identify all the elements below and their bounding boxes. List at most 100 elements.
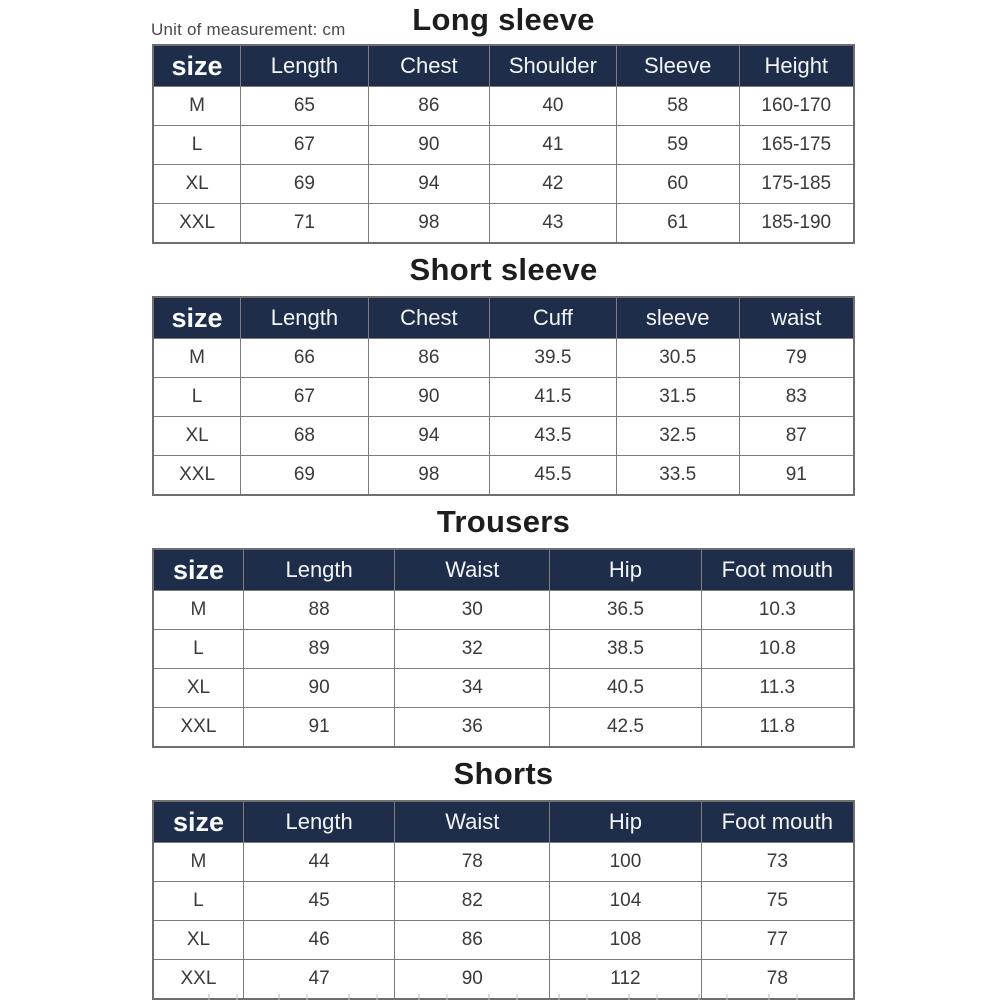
value-cell: 34 xyxy=(394,668,551,708)
value-cell: 82 xyxy=(394,881,551,921)
size-cell: XXL xyxy=(152,203,242,244)
value-cell: 46 xyxy=(242,920,396,960)
value-cell: 160-170 xyxy=(738,86,855,126)
header-row: size Length Chest Cuff sleeve waist xyxy=(152,296,855,339)
value-cell: 71 xyxy=(240,203,369,244)
column-header: size xyxy=(152,548,244,591)
value-cell: 185-190 xyxy=(738,203,855,244)
column-header: Length xyxy=(242,548,396,591)
size-cell: XXL xyxy=(152,959,244,1000)
value-cell: 100 xyxy=(549,842,702,882)
size-cell: XL xyxy=(152,668,244,708)
size-table-section: Long sleeve size Length Chest Shoulder Sleev… xyxy=(0,0,1000,244)
value-cell: 32 xyxy=(394,629,551,669)
value-cell: 108 xyxy=(549,920,702,960)
size-cell: XXL xyxy=(152,707,244,748)
value-cell: 90 xyxy=(367,125,490,165)
table-row: XL 90 34 40.5 11.3 xyxy=(152,668,855,708)
value-cell: 58 xyxy=(615,86,740,126)
size-cell: M xyxy=(152,590,244,630)
value-cell: 67 xyxy=(240,125,369,165)
table-row: L 67 90 41.5 31.5 83 xyxy=(152,377,855,417)
value-cell: 69 xyxy=(240,164,369,204)
value-cell: 69 xyxy=(240,455,369,496)
table-title-block: Short sleeve xyxy=(152,244,855,296)
value-cell: 32.5 xyxy=(615,416,740,456)
table-row: XL 68 94 43.5 32.5 87 xyxy=(152,416,855,456)
size-cell: M xyxy=(152,338,242,378)
column-header: size xyxy=(152,44,242,87)
value-cell: 43.5 xyxy=(488,416,617,456)
column-header: Chest xyxy=(367,296,490,339)
value-cell: 175-185 xyxy=(738,164,855,204)
table-title-block: Trousers xyxy=(152,496,855,548)
value-cell: 42 xyxy=(488,164,617,204)
value-cell: 36 xyxy=(394,707,551,748)
table-row: L 67 90 41 59 165-175 xyxy=(152,125,855,165)
value-cell: 44 xyxy=(242,842,396,882)
header-row: size Length Waist Hip Foot mouth xyxy=(152,800,855,843)
table-row: XL 46 86 108 77 xyxy=(152,920,855,960)
header-row: size Length Chest Shoulder Sleeve Height xyxy=(152,44,855,87)
column-header: Hip xyxy=(549,548,702,591)
value-cell: 90 xyxy=(242,668,396,708)
column-header: Waist xyxy=(394,548,551,591)
column-header: size xyxy=(152,296,242,339)
column-header: Chest xyxy=(367,44,490,87)
table-title: Trousers xyxy=(436,504,571,539)
value-cell: 42.5 xyxy=(549,707,702,748)
value-cell: 43 xyxy=(488,203,617,244)
table-row: M 66 86 39.5 30.5 79 xyxy=(152,338,855,378)
value-cell: 66 xyxy=(240,338,369,378)
value-cell: 91 xyxy=(242,707,396,748)
value-cell: 86 xyxy=(394,920,551,960)
value-cell: 45 xyxy=(242,881,396,921)
table-title: Long sleeve xyxy=(412,2,595,37)
column-header: sleeve xyxy=(615,296,740,339)
size-cell: L xyxy=(152,377,242,417)
clipped-text-fragment xyxy=(190,994,800,1000)
size-cell: M xyxy=(152,842,244,882)
value-cell: 11.8 xyxy=(700,707,855,748)
table-row: L 45 82 104 75 xyxy=(152,881,855,921)
value-cell: 68 xyxy=(240,416,369,456)
size-cell: L xyxy=(152,125,242,165)
value-cell: 90 xyxy=(394,959,551,1000)
table-row: M 88 30 36.5 10.3 xyxy=(152,590,855,630)
column-header: Height xyxy=(738,44,855,87)
column-header: Waist xyxy=(394,800,551,843)
column-header: Length xyxy=(242,800,396,843)
column-header: waist xyxy=(738,296,855,339)
table-row: M 65 86 40 58 160-170 xyxy=(152,86,855,126)
table-title: Shorts xyxy=(453,756,554,791)
size-table: size Length Waist Hip Foot mouth M 88 30 36.5 10… xyxy=(152,548,855,748)
value-cell: 33.5 xyxy=(615,455,740,496)
size-cell: L xyxy=(152,881,244,921)
value-cell: 90 xyxy=(367,377,490,417)
value-cell: 11.3 xyxy=(700,668,855,708)
value-cell: 104 xyxy=(549,881,702,921)
size-table-section: Shorts size Length Waist Hip Foot mouth M 44 7… xyxy=(0,748,1000,1000)
value-cell: 47 xyxy=(242,959,396,1000)
table-row: M 44 78 100 73 xyxy=(152,842,855,882)
size-table: size Length Chest Cuff sleeve waist M 66 86 39.5… xyxy=(152,296,855,496)
value-cell: 91 xyxy=(738,455,855,496)
value-cell: 38.5 xyxy=(549,629,702,669)
value-cell: 39.5 xyxy=(488,338,617,378)
value-cell: 65 xyxy=(240,86,369,126)
table-row: XXL 47 90 112 78 xyxy=(152,959,855,1000)
size-cell: M xyxy=(152,86,242,126)
value-cell: 79 xyxy=(738,338,855,378)
table-row: XXL 69 98 45.5 33.5 91 xyxy=(152,455,855,496)
value-cell: 10.3 xyxy=(700,590,855,630)
value-cell: 59 xyxy=(615,125,740,165)
table-row: XXL 91 36 42.5 11.8 xyxy=(152,707,855,748)
value-cell: 88 xyxy=(242,590,396,630)
value-cell: 67 xyxy=(240,377,369,417)
size-cell: XL xyxy=(152,416,242,456)
value-cell: 98 xyxy=(367,203,490,244)
size-cell: XL xyxy=(152,164,242,204)
header-row: size Length Waist Hip Foot mouth xyxy=(152,548,855,591)
